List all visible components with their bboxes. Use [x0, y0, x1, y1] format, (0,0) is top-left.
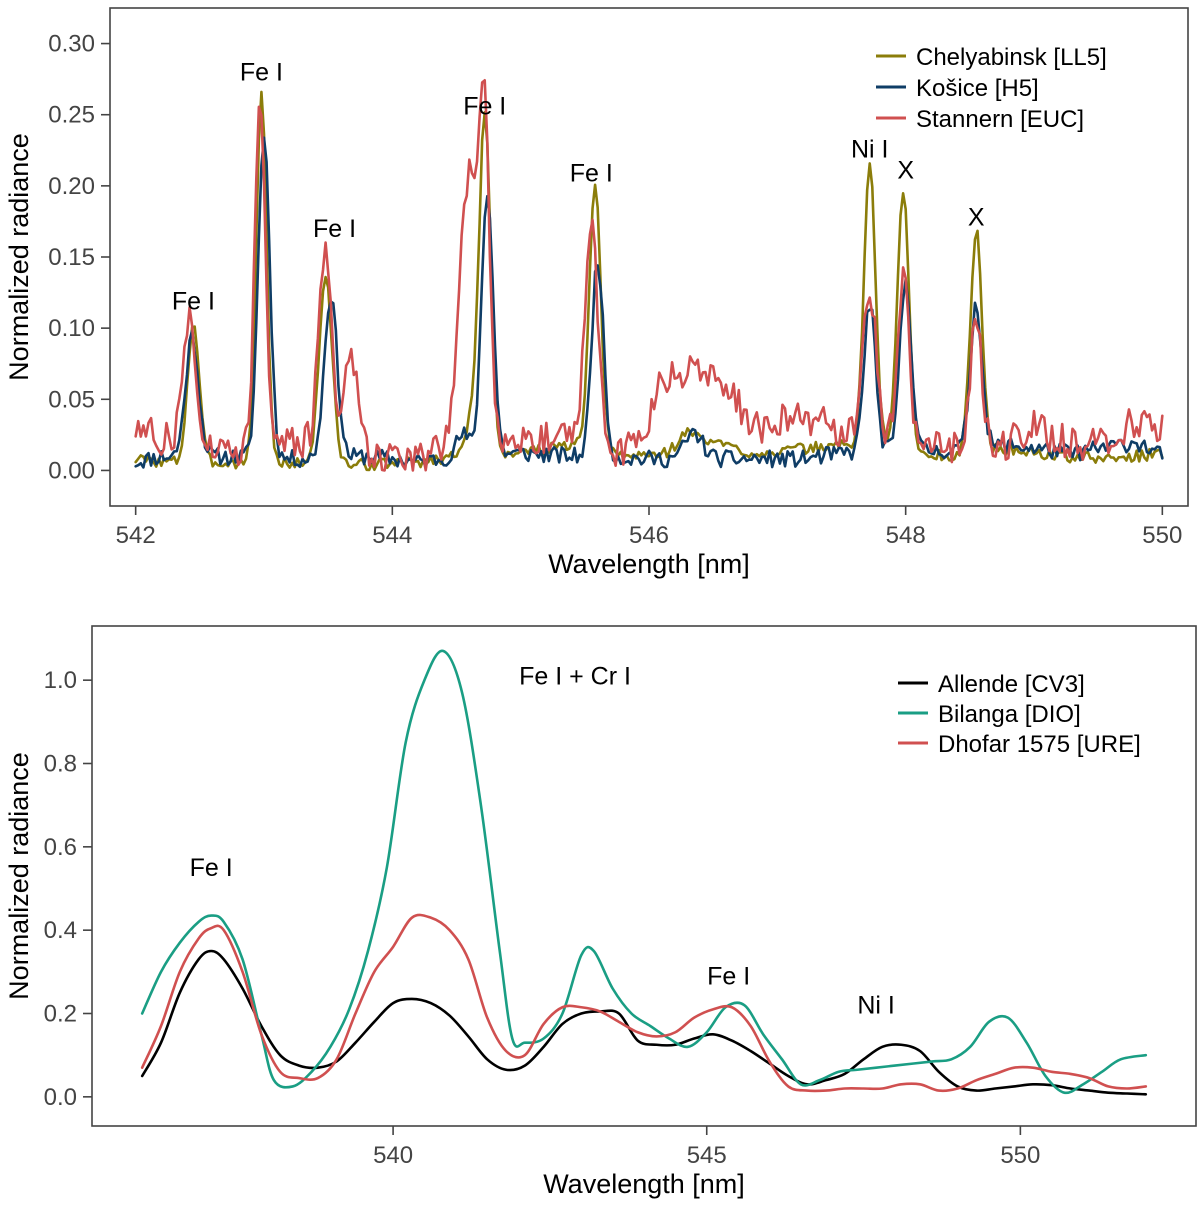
bottom-x-tick-label: 540	[373, 1142, 413, 1169]
annotation-fe-i: Fe I	[570, 160, 613, 188]
annotation-fe-i-cr-i: Fe I + Cr I	[519, 662, 631, 690]
annotation-ni-i: Ni I	[851, 135, 889, 163]
annotation-fe-i: Fe I	[172, 288, 215, 316]
bottom-y-tick-label: 0.0	[44, 1084, 77, 1111]
bottom-line-annotations: Fe I Fe I + Cr I Fe I Ni I	[190, 662, 895, 1019]
legend-label-chelyabinsk: Chelyabinsk [LL5]	[916, 44, 1107, 71]
top-x-axis-label: Wavelength [nm]	[548, 549, 750, 579]
top-axis-ticks: 542 544 546 548 550 0.00 0.05 0.10 0.15 0.20 0.25 0…	[48, 31, 1182, 549]
annotation-ni-i: Ni I	[857, 992, 895, 1020]
annotation-x: X	[897, 157, 914, 185]
legend-label-bilanga: Bilanga [DIO]	[938, 701, 1081, 728]
top-x-tick-label: 550	[1142, 522, 1182, 549]
bottom-y-axis-label: Normalized radiance	[4, 752, 34, 1000]
bottom-x-tick-label: 550	[1000, 1142, 1040, 1169]
annotation-fe-i: Fe I	[707, 962, 750, 990]
bottom-y-tick-label: 0.2	[44, 1001, 77, 1028]
annotation-fe-i: Fe I	[240, 59, 283, 87]
bottom-x-axis-label: Wavelength [nm]	[543, 1169, 745, 1199]
top-y-tick-label: 0.20	[48, 173, 95, 200]
annotation-fe-i: Fe I	[463, 93, 506, 121]
top-y-tick-label: 0.00	[48, 457, 95, 484]
bottom-y-tick-label: 0.8	[44, 751, 77, 778]
bottom-y-tick-label: 0.4	[44, 917, 77, 944]
top-legend: Chelyabinsk [LL5] Košice [H5] Stannern […	[876, 44, 1107, 133]
bottom-legend: Allende [CV3] Bilanga [DIO] Dhofar 1575 …	[898, 671, 1141, 758]
top-line-annotations: Fe I Fe I Fe I Fe I Fe I Ni I X X	[172, 59, 985, 316]
legend-label-dhofar: Dhofar 1575 [URE]	[938, 731, 1141, 758]
top-y-axis-label: Normalized radiance	[4, 133, 34, 381]
legend-label-stannern: Stannern [EUC]	[916, 106, 1084, 133]
top-x-tick-label: 542	[116, 522, 156, 549]
top-series-lines	[134, 79, 1164, 472]
bottom-x-tick-label: 545	[687, 1142, 727, 1169]
top-x-tick-label: 544	[372, 522, 412, 549]
legend-label-kosice: Košice [H5]	[916, 75, 1039, 102]
top-x-tick-label: 548	[886, 522, 926, 549]
top-y-tick-label: 0.25	[48, 102, 95, 129]
series-line-dhofar-1575-ure	[140, 913, 1148, 1093]
bottom-spectrum-panel: 540 545 550 0.0 0.2 0.4 0.6 0.8 1.0 Fe I Fe I + C…	[4, 625, 1197, 1199]
bottom-plot-frame	[91, 625, 1197, 1127]
series-line-allende-cv3	[140, 949, 1148, 1096]
series-line-stannern-euc	[134, 79, 1164, 472]
top-y-tick-label: 0.10	[48, 315, 95, 342]
bottom-series-lines	[140, 649, 1148, 1096]
annotation-fe-i: Fe I	[190, 854, 233, 882]
top-y-tick-label: 0.05	[48, 386, 95, 413]
bottom-axis-ticks: 540 545 550 0.0 0.2 0.4 0.6 0.8 1.0	[44, 667, 1041, 1169]
annotation-fe-i: Fe I	[313, 215, 356, 243]
bottom-y-tick-label: 1.0	[44, 667, 77, 694]
top-y-tick-label: 0.30	[48, 31, 95, 58]
series-line-chelyabinsk-ll5	[134, 90, 1164, 472]
series-line-bilanga-dio	[140, 649, 1148, 1095]
annotation-x: X	[968, 204, 985, 232]
top-x-tick-label: 546	[629, 522, 669, 549]
legend-label-allende: Allende [CV3]	[938, 671, 1085, 698]
top-spectrum-panel: 542 544 546 548 550 0.00 0.05 0.10 0.15 0.20 0.25 0…	[4, 7, 1189, 579]
top-y-tick-label: 0.15	[48, 244, 95, 271]
series-line-kosice-h5	[134, 136, 1164, 469]
bottom-y-tick-label: 0.6	[44, 834, 77, 861]
